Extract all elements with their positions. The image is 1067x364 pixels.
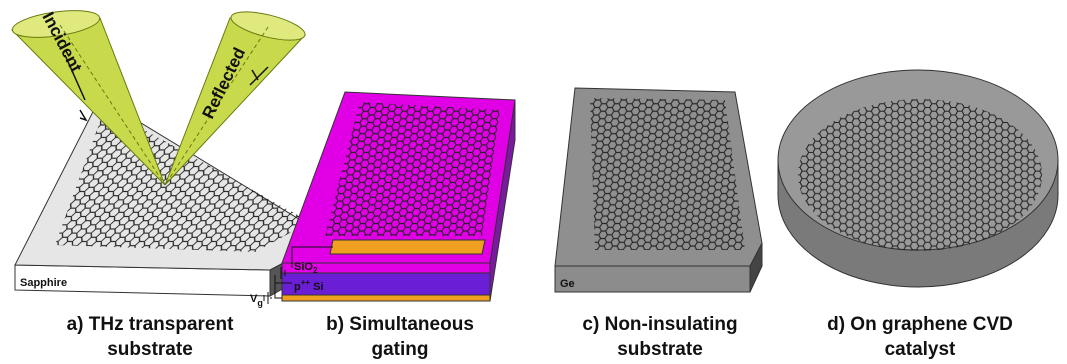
figure: Incident Reflected Sapphire a) THz trans… xyxy=(0,0,1067,364)
oxide-base: SiO xyxy=(294,261,313,273)
silicon-rest: Si xyxy=(310,281,323,293)
panel-a: Incident Reflected Sapphire a) THz trans… xyxy=(11,6,330,360)
caption: b) Simultaneous xyxy=(326,314,474,335)
caption: substrate xyxy=(617,339,703,360)
caption: a) THz transparent xyxy=(67,314,234,335)
graphene xyxy=(798,99,1042,251)
gate-sub: g xyxy=(257,298,263,308)
oxide-sub: 2 xyxy=(313,266,318,275)
substrate-label: Ge xyxy=(560,278,575,290)
top-electrode xyxy=(330,240,485,254)
panel-c: Ge c) Non-insulating substrate xyxy=(555,88,762,360)
caption: c) Non-insulating xyxy=(582,314,737,335)
caption: catalyst xyxy=(885,339,956,360)
graphene xyxy=(590,98,745,250)
substrate-label: Sapphire xyxy=(20,277,67,289)
caption: substrate xyxy=(107,339,193,360)
back-contact xyxy=(282,295,490,301)
caption: gating xyxy=(372,339,429,360)
slab-front xyxy=(555,266,750,292)
silicon-sup: ++ xyxy=(301,278,311,287)
reflected-beam xyxy=(165,18,305,185)
panel-d: d) On graphene CVD catalyst xyxy=(778,70,1058,360)
caption: d) On graphene CVD xyxy=(827,314,1013,335)
